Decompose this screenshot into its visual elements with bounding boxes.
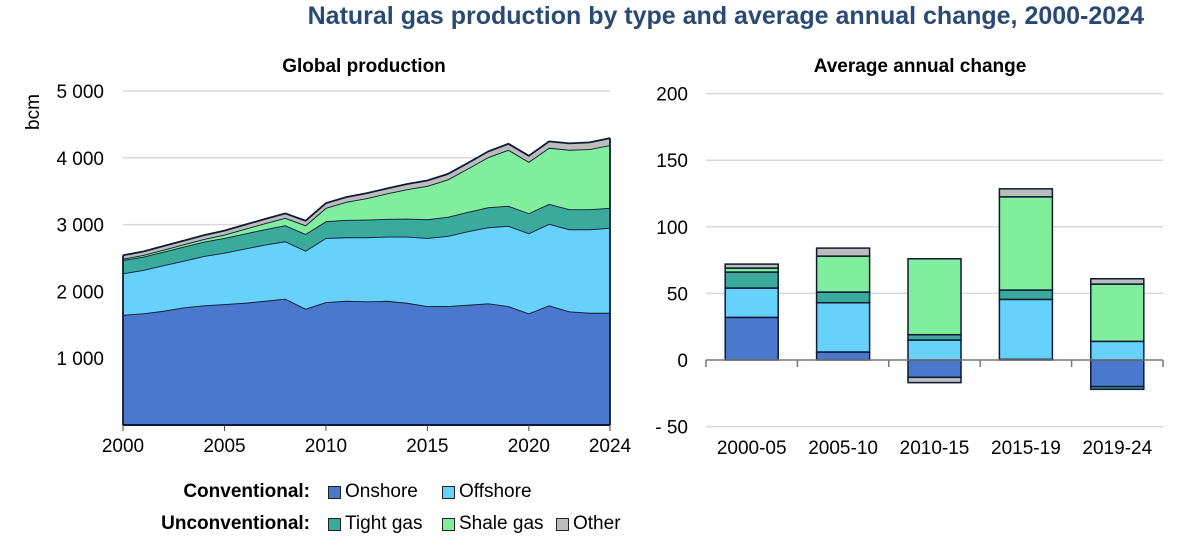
bar-onshore-2005-10 [815, 351, 871, 361]
x-tick-label: 2024 [589, 436, 632, 457]
legend-swatch-other [556, 517, 569, 531]
legend-conventional-label: Conventional: [183, 481, 310, 502]
legend-conventional-row: Conventional: Onshore Offshore [140, 478, 556, 506]
legend-swatch-tight-gas [328, 517, 341, 531]
chart-title: Natural gas production by type and avera… [307, 2, 1144, 30]
area-line-other [122, 137, 611, 257]
legend-item-onshore: Onshore [328, 481, 442, 503]
bar-tight-gas-2010-15 [907, 333, 962, 341]
y-tick-label: - 50 [655, 418, 688, 439]
legend-swatch-offshore [442, 485, 455, 499]
bar-shale-gas-2015-19 [998, 196, 1054, 291]
y-tick-label: 4 000 [56, 149, 104, 170]
x-tick-label: 2010-15 [900, 438, 970, 459]
bar-tight-gas-2015-19 [998, 289, 1054, 301]
y-tick-label: 1 000 [56, 349, 104, 370]
y-tick-label: 2 000 [56, 282, 104, 303]
y-tick-label: 100 [656, 218, 688, 239]
bar-other-2019-24 [1090, 277, 1145, 285]
x-tick-label: 2000-05 [717, 438, 787, 459]
bar-shale-gas-2005-10 [815, 255, 871, 293]
x-tick-label: 2005 [203, 436, 245, 457]
x-tick-label: 2020 [508, 436, 550, 457]
legend-swatch-onshore [328, 485, 341, 499]
legend-label: Other [573, 513, 621, 534]
legend-label: Onshore [345, 481, 418, 502]
area-tight-gas [123, 203, 610, 274]
legend-swatch-shale-gas [442, 517, 455, 531]
bar-offshore-2019-24 [1090, 340, 1145, 361]
x-tick-label: 2010 [305, 436, 347, 457]
bar-other-2010-15 [907, 376, 962, 384]
legend-item-other: Other [556, 513, 670, 535]
legend-label: Shale gas [459, 513, 544, 534]
legend-unconventional-row: Unconventional: Tight gas Shale gas Other [140, 510, 670, 538]
bar-offshore-2015-19 [998, 298, 1054, 361]
bar-tight-gas-2005-10 [815, 291, 871, 304]
y-tick-label: 50 [667, 284, 688, 305]
y-tick-label: 3 000 [56, 216, 104, 237]
legend-label: Tight gas [345, 513, 423, 534]
area-onshore [123, 298, 610, 425]
y-tick-label: 5 000 [56, 82, 104, 103]
x-tick-label: 2015-19 [991, 438, 1061, 459]
legend-item-offshore: Offshore [442, 481, 556, 503]
bar-offshore-2000-05 [724, 287, 779, 319]
legend-unconventional-label: Unconventional: [161, 513, 310, 534]
legend-label: Offshore [459, 481, 532, 502]
bar-shale-gas-2010-15 [907, 258, 962, 336]
bar-onshore-2019-24 [1090, 359, 1145, 388]
y-axis-label: bcm [23, 94, 44, 130]
x-tick-label: 2005-10 [808, 438, 878, 459]
area-other [123, 138, 610, 259]
area-offshore [123, 223, 610, 315]
bar-other-2000-05 [724, 263, 779, 269]
area-shale-gas [123, 145, 610, 260]
bar-onshore-2000-05 [724, 316, 779, 361]
bar-tight-gas-2019-24 [1090, 385, 1145, 391]
bar-onshore-2010-15 [907, 359, 962, 379]
global-production-chart: Global production bcm 1 000 2 000 3 000 4 0… [23, 56, 632, 457]
average-annual-change-chart: Average annual change - 50 0 50 100 150 200 20… [655, 56, 1164, 459]
y-tick-label: 0 [677, 351, 688, 372]
y-tick-label: 200 [656, 85, 688, 106]
x-tick-label: 2019-24 [1082, 438, 1152, 459]
x-tick-label: 2000 [102, 436, 144, 457]
right-subtitle: Average annual change [814, 56, 1027, 77]
bar-tight-gas-2000-05 [724, 271, 779, 289]
y-tick-label: 150 [656, 151, 688, 172]
left-subtitle: Global production [282, 56, 446, 77]
bar-offshore-2010-15 [907, 339, 962, 361]
bar-other-2005-10 [815, 247, 871, 257]
legend-item-shale-gas: Shale gas [442, 513, 556, 535]
legend-item-tight-gas: Tight gas [328, 513, 442, 535]
bar-offshore-2005-10 [815, 301, 871, 353]
bar-other-2015-19 [998, 188, 1054, 198]
bar-shale-gas-2019-24 [1090, 283, 1145, 343]
x-tick-label: 2015 [406, 436, 448, 457]
